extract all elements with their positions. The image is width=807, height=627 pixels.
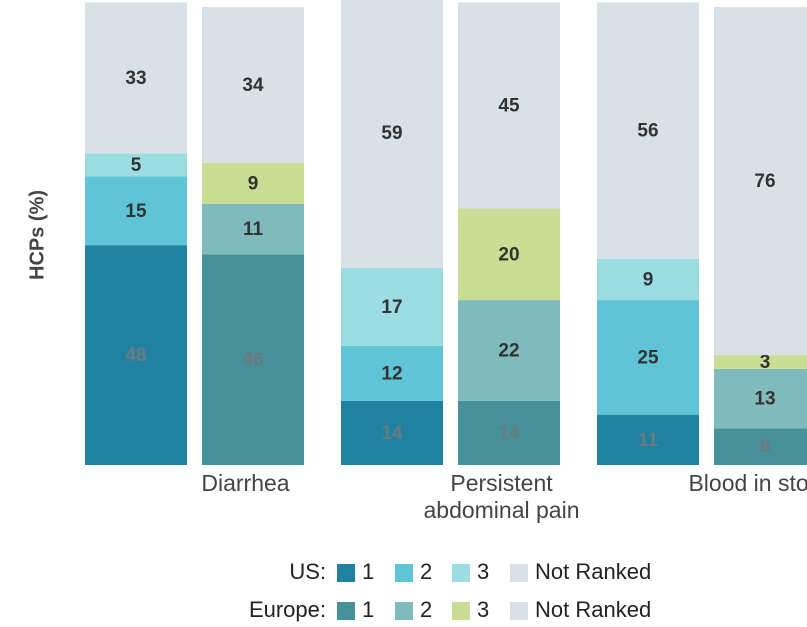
bar-segment — [85, 176, 187, 246]
data-label: 15 — [125, 201, 147, 222]
bar-segment — [85, 245, 187, 465]
data-label: 5 — [131, 155, 142, 176]
bar-segment — [714, 355, 807, 369]
legend-swatch — [337, 564, 355, 582]
data-label: 56 — [637, 121, 658, 142]
legend-label: 3 — [477, 597, 489, 622]
data-label: 8 — [760, 437, 771, 458]
bar-segment — [202, 203, 304, 255]
bar-segment — [202, 162, 304, 204]
data-label: 46 — [242, 350, 263, 371]
bar-segment — [597, 2, 699, 259]
data-label: 59 — [381, 123, 402, 144]
bar-segment — [202, 254, 304, 465]
data-label: 12 — [381, 363, 402, 384]
legend-label: 2 — [420, 559, 432, 584]
data-label: 45 — [498, 95, 520, 116]
legend-swatch — [395, 564, 413, 582]
legend-label: 1 — [362, 597, 374, 622]
bar-segment — [458, 208, 560, 301]
bar-segment — [85, 2, 187, 154]
bar-segment — [714, 428, 807, 465]
bar-segment — [341, 268, 443, 346]
data-label: 22 — [498, 341, 519, 362]
data-label: 3 — [760, 352, 771, 373]
data-label: 9 — [643, 270, 654, 291]
legend-group-label: US: — [289, 559, 326, 584]
bar-segment — [85, 153, 187, 177]
data-label: 20 — [498, 244, 519, 265]
legend-label: 1 — [362, 559, 374, 584]
data-label: 76 — [754, 171, 775, 192]
bar-segment — [458, 2, 560, 209]
legend-group-label: Europe: — [249, 597, 326, 622]
bar-segment — [202, 7, 304, 163]
data-label: 33 — [125, 68, 146, 89]
legend-swatch — [395, 602, 413, 620]
data-label: 34 — [242, 75, 264, 96]
data-label: 14 — [498, 423, 520, 444]
bar-segment — [341, 345, 443, 401]
bar-segment — [597, 258, 699, 301]
data-label: 25 — [637, 347, 659, 368]
bar-segment — [458, 300, 560, 401]
x-tick-label: Persistent abdominal pain — [423, 470, 580, 523]
data-label: 11 — [243, 219, 264, 240]
bar-segment — [341, 0, 443, 269]
legend-swatch — [337, 602, 355, 620]
data-label: 48 — [125, 345, 146, 366]
data-label: 9 — [248, 173, 259, 194]
bar-segment — [714, 368, 807, 429]
legend-swatch — [510, 564, 528, 582]
bar-segment — [597, 300, 699, 415]
y-axis-label: HCPs (%) — [26, 190, 48, 280]
bar-segment — [458, 400, 560, 465]
legend-label: 3 — [477, 559, 489, 584]
legend-swatch — [452, 602, 470, 620]
legend-label: Not Ranked — [535, 559, 651, 584]
data-label: 17 — [381, 297, 402, 318]
legend-swatch — [510, 602, 528, 620]
bar-segment — [597, 414, 699, 465]
data-label: 13 — [754, 389, 775, 410]
x-tick-label: Diarrhea — [201, 470, 290, 496]
data-label: 11 — [638, 430, 659, 451]
legend-swatch — [452, 564, 470, 582]
bar-segment — [714, 7, 807, 356]
legend-label: Not Ranked — [535, 597, 651, 622]
data-label: 14 — [381, 423, 403, 444]
x-tick-label: Blood in stool — [688, 470, 807, 496]
legend-label: 2 — [420, 597, 432, 622]
bar-segment — [341, 400, 443, 465]
